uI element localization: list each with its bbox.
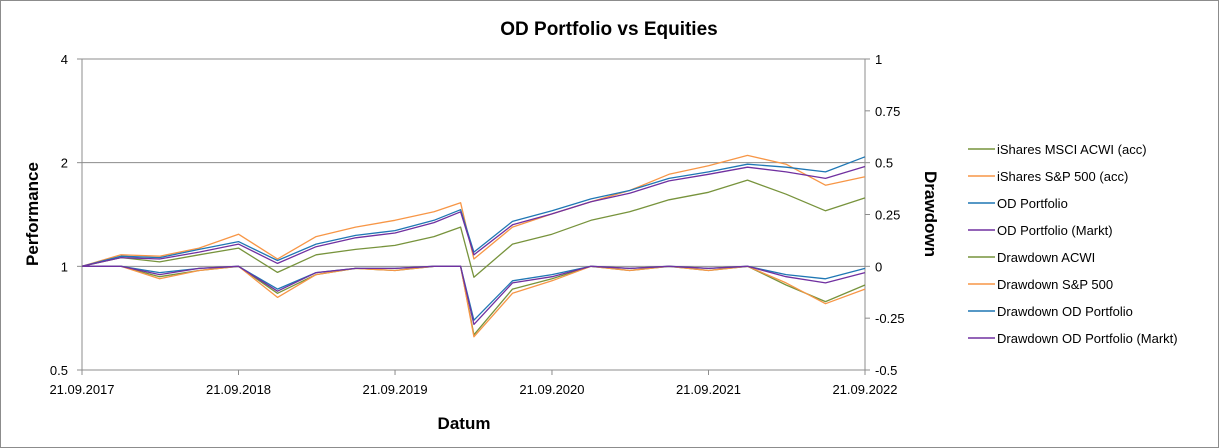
y-tick-label-3: 4	[61, 52, 68, 67]
x-tick-label-2: 21.09.2019	[362, 382, 427, 397]
legend-label-3: OD Portfolio (Markt)	[997, 223, 1113, 238]
x-axis-label: Datum	[438, 414, 491, 433]
y2-tick-label-6: 1	[875, 52, 882, 67]
x-tick-label-4: 21.09.2021	[676, 382, 741, 397]
series-line-od-portfolio-markt	[81, 165, 866, 267]
x-axis-ticks: 21.09.2017 21.09.2018 21.09.2019 21.09.2020…	[49, 370, 898, 397]
series-line-ishares-msci-acwi-acc	[81, 179, 866, 278]
legend-label-7: Drawdown OD Portfolio (Markt)	[997, 331, 1178, 346]
y2-tick-label-5: 0.75	[875, 104, 900, 119]
x-tick-label-3: 21.09.2020	[519, 382, 584, 397]
legend-label-0: iShares MSCI ACWI (acc)	[997, 142, 1147, 157]
y2-tick-label-3: 0.25	[875, 208, 900, 223]
legend-label-2: OD Portfolio	[997, 196, 1068, 211]
y2-axis-label: Drawdown	[921, 171, 940, 257]
y2-tick-label-0: -0.5	[875, 363, 897, 378]
series-line-drawdown-od-portfolio-markt	[82, 265, 866, 326]
y2-axis-ticks: -0.5 -0.25 0 0.25 0.5 0.75 1	[865, 52, 905, 378]
y2-tick-label-4: 0.5	[875, 156, 893, 171]
plot-area	[81, 58, 866, 371]
series-line-drawdown-s-p-500	[82, 265, 866, 338]
y-axis-ticks: 0.5 1 2 4	[50, 52, 82, 378]
legend-label-6: Drawdown OD Portfolio	[997, 304, 1133, 319]
y-tick-label-1: 1	[61, 259, 68, 274]
legend-label-5: Drawdown S&P 500	[997, 277, 1113, 292]
y-tick-label-2: 2	[61, 156, 68, 171]
x-tick-label-5: 21.09.2022	[832, 382, 897, 397]
y2-tick-label-1: -0.25	[875, 311, 905, 326]
x-tick-label-1: 21.09.2018	[206, 382, 271, 397]
series-line-od-portfolio	[81, 156, 866, 267]
y-axis-label: Performance	[23, 162, 42, 266]
x-tick-label-0: 21.09.2017	[49, 382, 114, 397]
chart-title: OD Portfolio vs Equities	[500, 19, 717, 40]
legend: iShares MSCI ACWI (acc) iShares S&P 500 (…	[968, 142, 1178, 346]
legend-label-1: iShares S&P 500 (acc)	[997, 169, 1128, 184]
legend-label-4: Drawdown ACWI	[997, 250, 1095, 265]
y-tick-label-0: 0.5	[50, 363, 68, 378]
y2-tick-label-2: 0	[875, 259, 882, 274]
